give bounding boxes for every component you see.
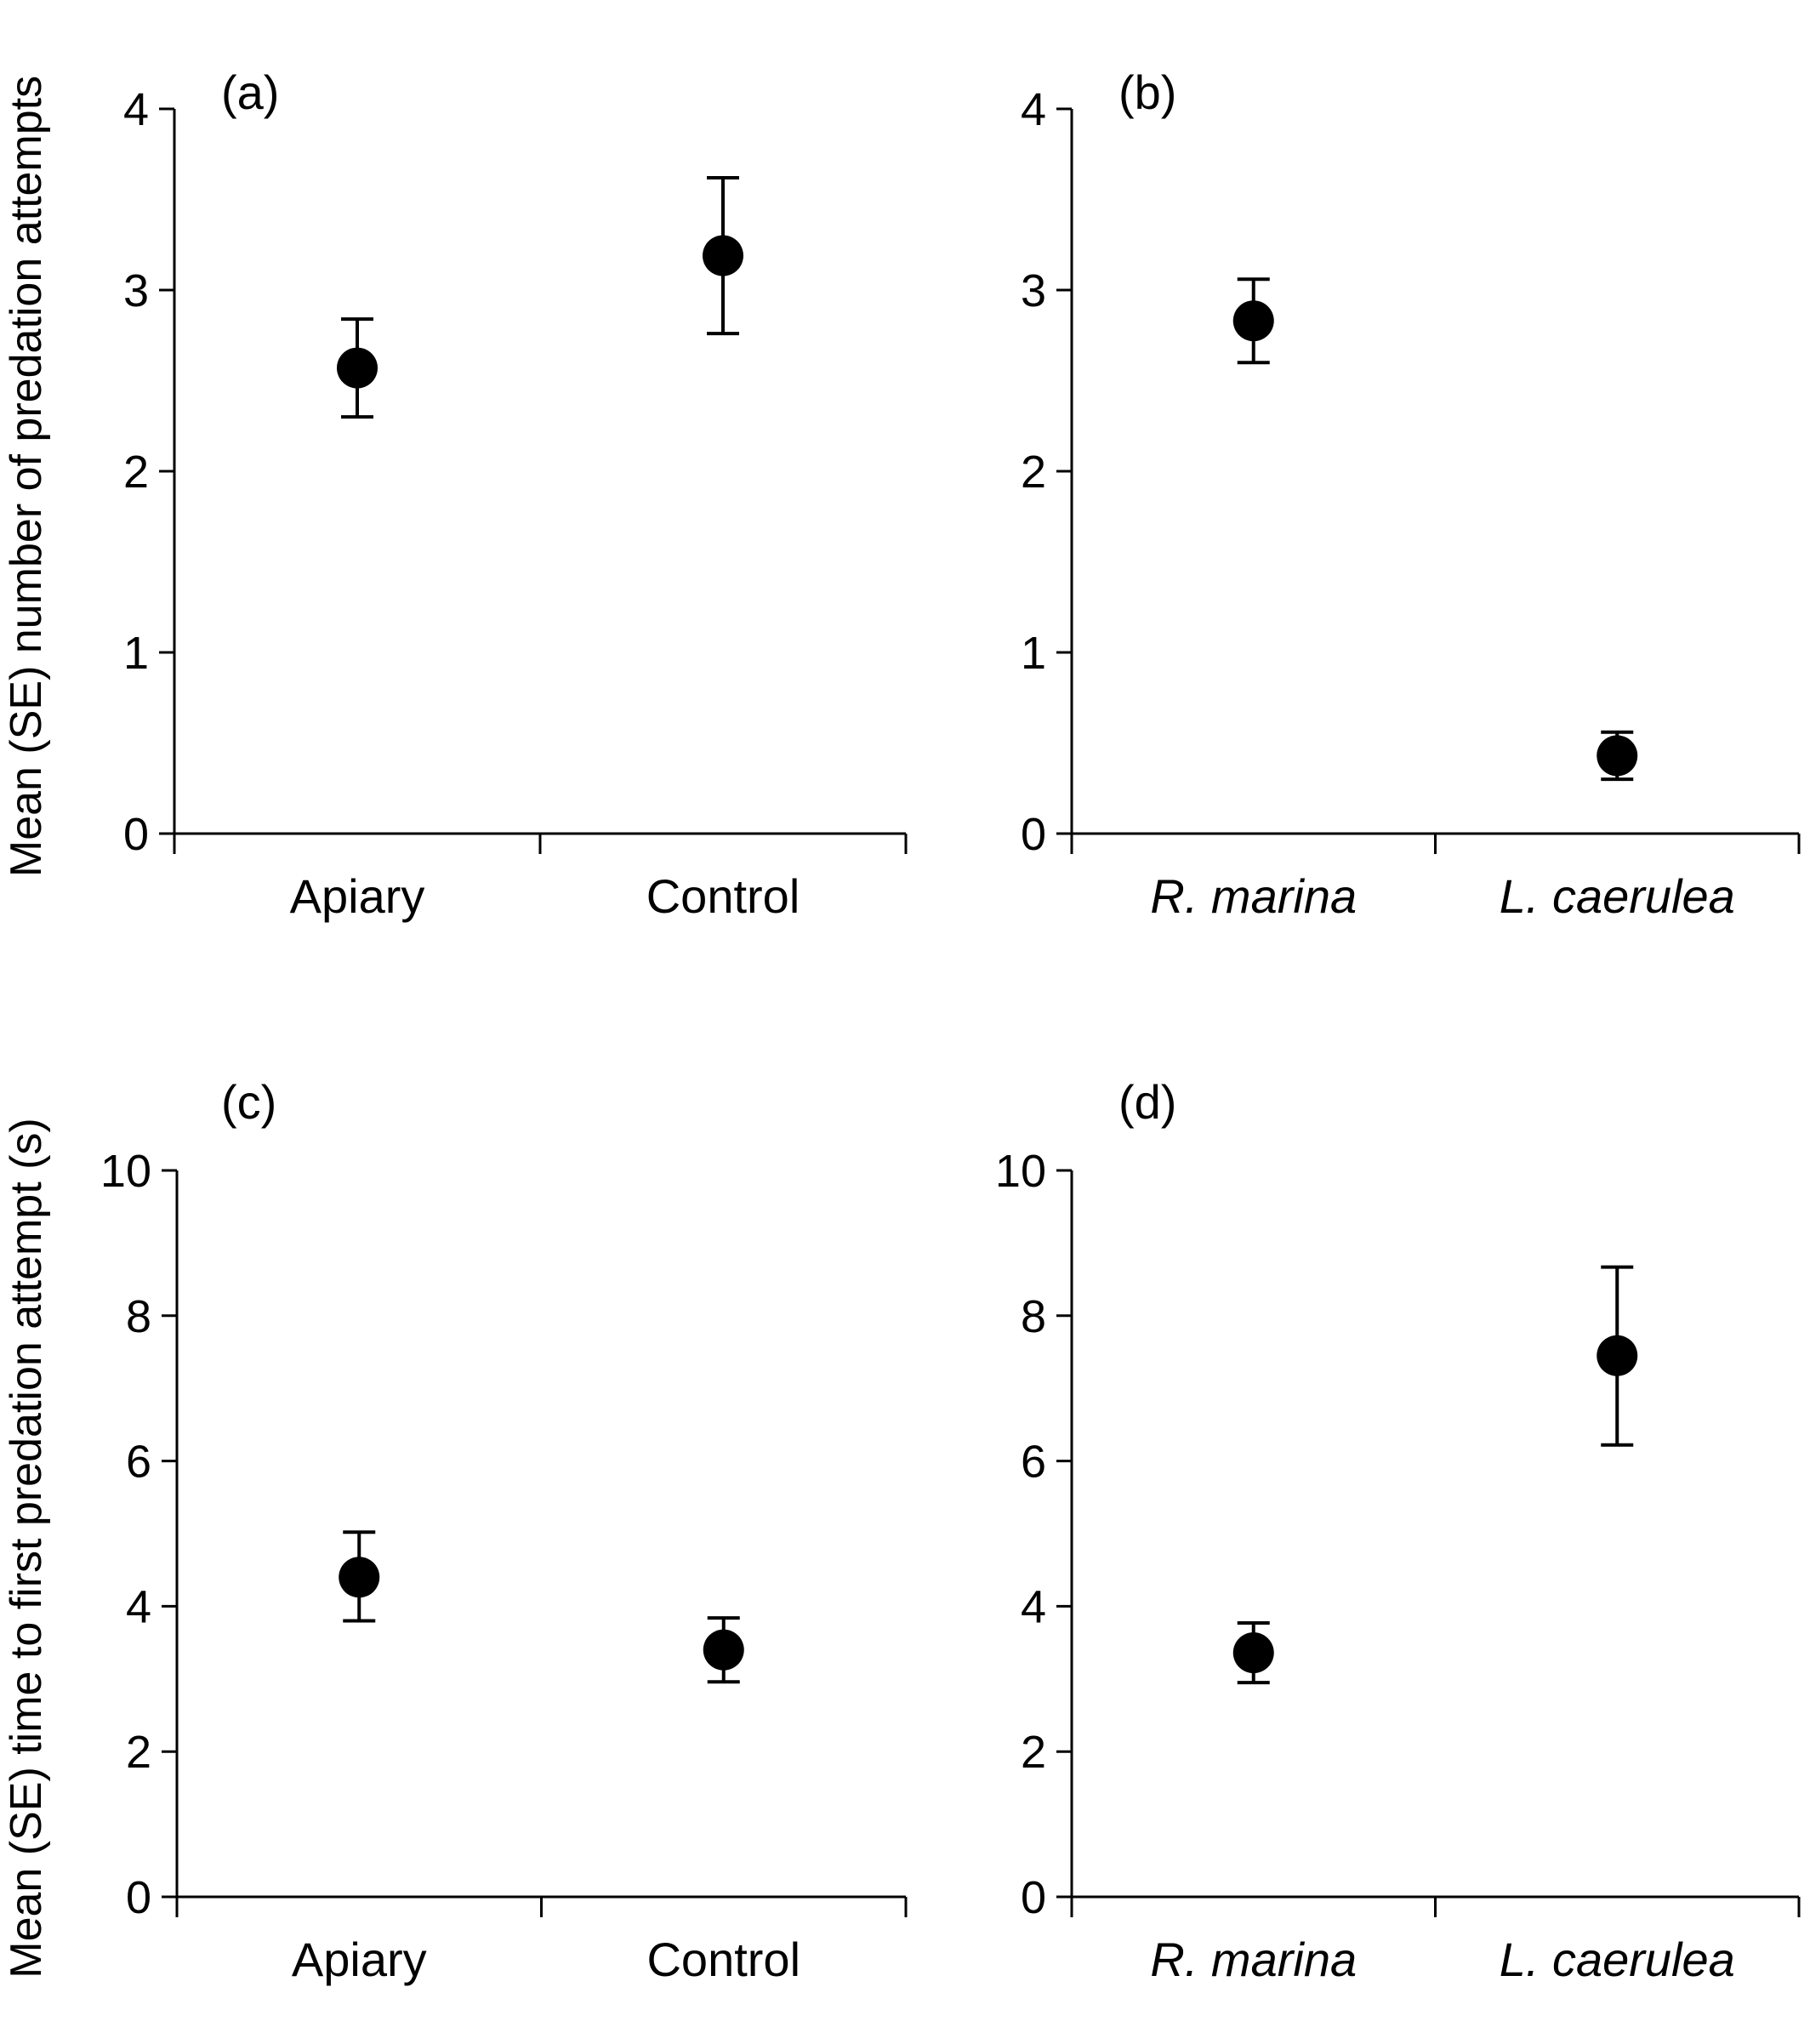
panel-1-y-tick-label: 4 <box>123 84 149 135</box>
panel-4-y-tick-label: 6 <box>1021 1437 1046 1488</box>
panel-4-data-point <box>1597 1335 1638 1376</box>
panel-2-data-point <box>1232 300 1274 342</box>
panel-4-label: (d) <box>1118 1075 1176 1129</box>
panel-2-y-tick-label: 3 <box>1021 265 1046 316</box>
panel-3-category-label: Control <box>646 1933 800 1986</box>
panel-2-y-tick-label: 0 <box>1021 809 1046 860</box>
panel-3-y-tick-label: 4 <box>126 1581 151 1632</box>
y-axis-label-bottom: Mean (SE) time to first predation attemp… <box>2 1118 51 1978</box>
panel-3-y-tick-label: 10 <box>100 1146 151 1197</box>
panel-4-category-label: L. caerulea <box>1500 1933 1735 1986</box>
panel-1-y-tick-label: 0 <box>123 809 149 860</box>
panel-3-y-tick-label: 0 <box>126 1872 151 1923</box>
panel-2-y-tick-label: 2 <box>1021 447 1046 498</box>
panel-3-y-tick-label: 6 <box>126 1437 151 1488</box>
panel-2-category-label: L. caerulea <box>1500 869 1735 923</box>
panel-3-y-tick-label: 2 <box>126 1727 151 1778</box>
panel-1-y-tick-label: 2 <box>123 447 149 498</box>
panel-3-category-label: Apiary <box>292 1933 427 1986</box>
panel-1-data-point <box>337 347 378 389</box>
panel-2-y-tick-label: 4 <box>1021 84 1046 135</box>
panel-1-category-label: Control <box>646 869 800 923</box>
panel-3-label: (c) <box>221 1075 276 1129</box>
panel-4-data-point <box>1232 1632 1274 1674</box>
y-axis-label-top: Mean (SE) number of predation attempts <box>2 76 51 877</box>
panel-4-category-label: R. marina <box>1150 1933 1357 1986</box>
panel-1-y-tick-label: 3 <box>123 265 149 316</box>
panel-2-label: (b) <box>1118 65 1176 119</box>
panel-4-y-tick-label: 4 <box>1021 1581 1046 1632</box>
panel-1-y-tick-label: 1 <box>123 628 149 679</box>
panel-2-data-point <box>1597 735 1638 777</box>
panel-2-y-tick-label: 1 <box>1021 628 1046 679</box>
panel-2-category-label: R. marina <box>1150 869 1357 923</box>
panel-3-data-point <box>703 1629 744 1671</box>
panel-1-category-label: Apiary <box>290 869 425 923</box>
panel-4-y-tick-label: 0 <box>1021 1872 1046 1923</box>
panel-1-data-point <box>703 235 743 276</box>
panel-3-y-tick-label: 8 <box>126 1291 151 1342</box>
panel-4-y-tick-label: 2 <box>1021 1727 1046 1778</box>
panel-3-data-point <box>339 1557 380 1598</box>
panel-4-y-tick-label: 8 <box>1021 1291 1046 1342</box>
panel-4-y-tick-label: 10 <box>995 1146 1046 1197</box>
panel-1-label: (a) <box>221 65 279 119</box>
